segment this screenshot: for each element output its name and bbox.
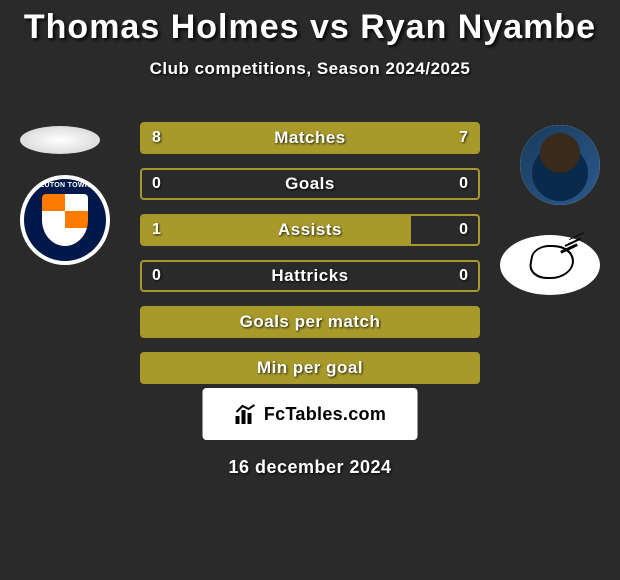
stat-value-left: 8 (152, 129, 161, 147)
stat-value-right: 7 (459, 129, 468, 147)
stat-value-left: 1 (152, 221, 161, 239)
comparison-title: Thomas Holmes vs Ryan Nyambe (0, 0, 620, 47)
snapshot-date: 16 december 2024 (0, 457, 620, 478)
stat-label: Assists (278, 220, 342, 240)
stat-label: Goals per match (240, 312, 381, 332)
stat-value-right: 0 (459, 221, 468, 239)
stat-value-left: 0 (152, 175, 161, 193)
stat-row: 8 7 Matches (140, 122, 480, 154)
stat-row: 0 0 Goals (140, 168, 480, 200)
chart-icon (234, 404, 258, 424)
stat-label: Goals (285, 174, 335, 194)
stat-rows: 8 7 Matches 0 0 Goals 1 0 Assists 0 0 Hattricks Goal… (140, 122, 480, 384)
stat-label: Hattricks (271, 266, 348, 286)
player-right-avatar (520, 125, 600, 205)
stat-value-left: 0 (152, 267, 161, 285)
stat-value-right: 0 (459, 267, 468, 285)
stat-row: 1 0 Assists (140, 214, 480, 246)
source-badge-text: FcTables.com (264, 404, 386, 425)
player-right-crest (500, 235, 600, 295)
stat-fill-left (142, 216, 411, 244)
player-left-avatar (20, 126, 100, 154)
stat-value-right: 0 (459, 175, 468, 193)
stat-label: Matches (274, 128, 346, 148)
comparison-subtitle: Club competitions, Season 2024/2025 (0, 59, 620, 79)
stat-row: Min per goal (140, 352, 480, 384)
source-badge: FcTables.com (203, 388, 418, 440)
stat-label: Min per goal (257, 358, 363, 378)
stat-row: Goals per match (140, 306, 480, 338)
player-left-crest (20, 175, 110, 265)
stat-row: 0 0 Hattricks (140, 260, 480, 292)
